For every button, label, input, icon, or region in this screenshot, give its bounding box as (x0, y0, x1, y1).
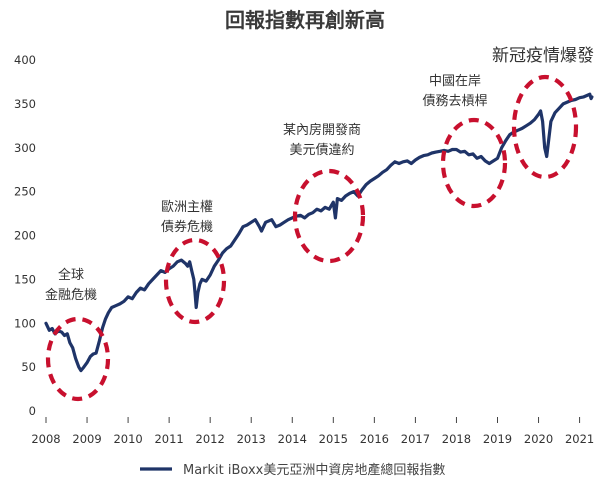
annotation-text: 歐洲主權 (161, 200, 213, 215)
x-tick-label: 2016 (360, 432, 389, 446)
y-tick-label: 150 (14, 272, 36, 286)
x-tick-label: 2020 (524, 432, 553, 446)
legend-label: Markit iBoxx美元亞洲中資房地產總回報指數 (183, 462, 445, 478)
legend: Markit iBoxx美元亞洲中資房地產總回報指數 (140, 462, 445, 478)
y-tick-label: 400 (14, 53, 36, 67)
x-axis: 2008 2009 2010 2011 2012 2013 2014 2015 2016 2017… (31, 417, 594, 446)
annotation-text: 美元債違約 (289, 143, 354, 158)
y-axis: 0 50 100 150 200 250 300 350 400 (14, 53, 36, 418)
annotation-text: 金融危機 (45, 287, 97, 303)
highlight-ellipse (511, 74, 579, 180)
x-tick-label: 2012 (196, 432, 225, 446)
y-tick-label: 200 (14, 229, 36, 243)
x-tick-label: 2010 (113, 432, 142, 446)
x-tick-label: 2009 (72, 432, 101, 446)
crisis-highlights (45, 74, 579, 402)
x-tick-label: 2018 (442, 432, 471, 446)
x-tick-label: 2014 (278, 432, 307, 446)
annotation-text: 債券危機 (161, 219, 213, 235)
y-tick-label: 50 (21, 360, 36, 374)
y-tick-label: 350 (14, 97, 36, 111)
annotation-text: 債務去槓桿 (422, 94, 487, 109)
highlight-ellipse (440, 117, 508, 209)
y-tick-label: 250 (14, 185, 36, 199)
x-tick-label: 2019 (483, 432, 512, 446)
annotation-text: 全球 (58, 267, 84, 283)
annotation-text: 中國在岸 (429, 74, 481, 89)
highlight-ellipse (163, 237, 227, 325)
annotation-text: 新冠疫情爆發 (492, 46, 594, 66)
y-tick-label: 100 (14, 316, 36, 330)
x-tick-label: 2008 (31, 432, 60, 446)
highlight-ellipse (45, 316, 111, 402)
x-tick-label: 2017 (401, 432, 430, 446)
x-tick-label: 2015 (319, 432, 348, 446)
y-tick-label: 0 (29, 404, 36, 418)
annotation-text: 某內房開發商 (283, 122, 361, 138)
x-tick-label: 2011 (154, 432, 183, 446)
x-tick-label: 2021 (565, 432, 594, 446)
highlight-ellipse (292, 168, 366, 264)
chart-title: 回報指數再創新高 (225, 8, 385, 32)
series-line (44, 92, 594, 373)
y-tick-label: 300 (14, 141, 36, 155)
x-tick-label: 2013 (237, 432, 266, 446)
